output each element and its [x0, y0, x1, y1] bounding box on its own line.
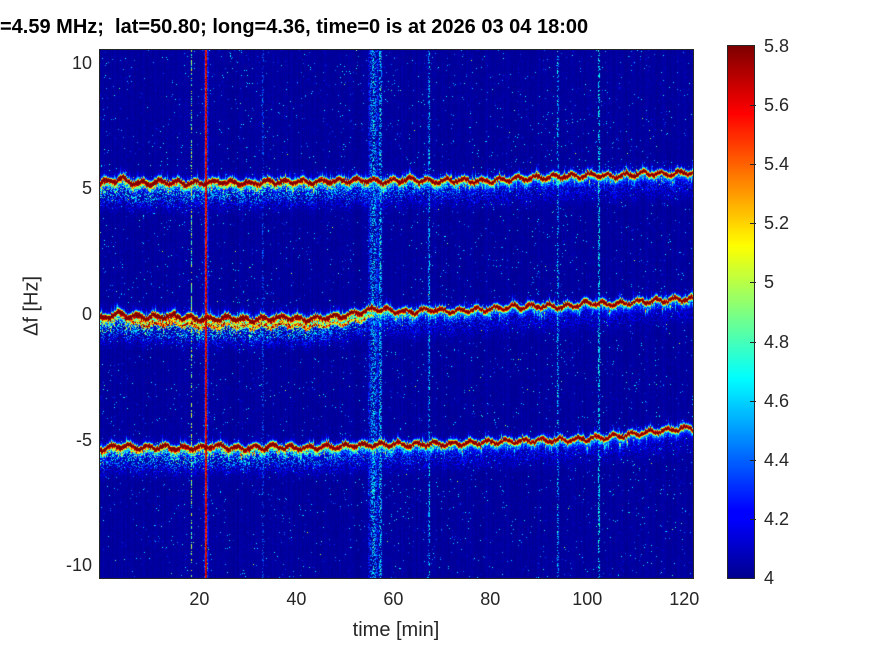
colorbar-tick-mark	[750, 401, 756, 402]
x-tick-label: 100	[572, 589, 603, 609]
colorbar-tick-mark	[750, 519, 756, 520]
colorbar-tick-label: 5	[764, 272, 775, 293]
colorbar-tick-mark	[750, 223, 756, 224]
y-tick-label: 10	[71, 52, 92, 73]
colorbar-tick-label: 4.6	[764, 390, 790, 411]
colorbar-tick-label: 4	[764, 568, 775, 588]
colorbar-tick-mark	[750, 105, 756, 106]
x-tick-label: 80	[480, 589, 501, 609]
colorbar-tick-label: 5.2	[764, 213, 790, 234]
y-tick-label: 0	[81, 304, 92, 324]
colorbar-tick-mark	[750, 460, 756, 461]
colorbar-tick-label: 5.6	[764, 95, 790, 116]
x-tick-label: 40	[286, 589, 307, 609]
y-tick-label: 5	[81, 178, 92, 199]
x-axis-label: time [min]	[352, 619, 440, 641]
colorbar-tick-mark	[750, 342, 756, 343]
y-axis-label: Δf [Hz]	[20, 275, 43, 337]
colorbar-tick-mark	[750, 164, 756, 165]
colorbar-tick-label: 4.4	[764, 449, 790, 470]
y-tick-label: -5	[75, 429, 92, 450]
x-tick-label: 120	[669, 589, 700, 609]
x-tick-label: 20	[189, 589, 210, 609]
colorbar-tick-mark	[750, 282, 756, 283]
plot-title: =4.59 MHz; lat=50.80; long=4.36, time=0 …	[0, 16, 589, 38]
colorbar-tick-label: 5.4	[764, 154, 790, 175]
x-tick-label: 60	[383, 589, 404, 609]
y-tick-label: -10	[65, 555, 92, 576]
colorbar-tick-label: 4.8	[764, 331, 790, 352]
colorbar-canvas	[727, 45, 755, 579]
colorbar-tick-label: 5.8	[764, 36, 790, 56]
spectrogram-canvas	[99, 49, 694, 579]
colorbar-tick-label: 4.2	[764, 508, 790, 529]
